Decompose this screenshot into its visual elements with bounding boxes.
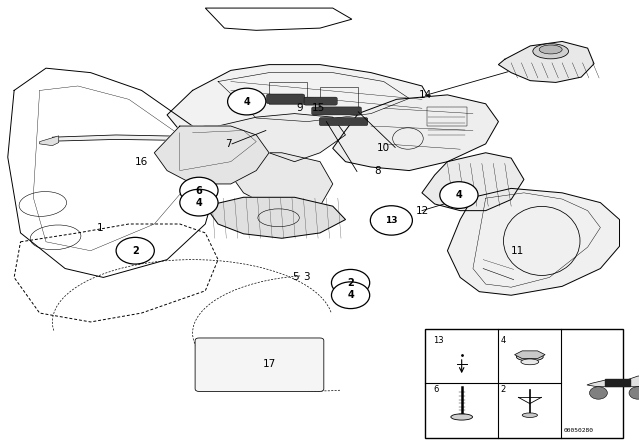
Polygon shape [447, 188, 620, 295]
Text: 7: 7 [225, 139, 232, 149]
Circle shape [589, 387, 607, 399]
Bar [425, 329, 623, 438]
Text: 4: 4 [456, 190, 462, 200]
Circle shape [371, 206, 412, 235]
FancyBboxPatch shape [319, 117, 368, 125]
Polygon shape [167, 65, 435, 135]
Text: 15: 15 [312, 103, 325, 113]
Polygon shape [333, 95, 499, 171]
Circle shape [440, 182, 478, 208]
Polygon shape [587, 376, 640, 387]
Bar [320, 87, 358, 108]
Text: 4: 4 [348, 290, 354, 300]
Text: 9: 9 [296, 103, 303, 113]
Text: 13: 13 [385, 216, 397, 225]
Text: 11: 11 [511, 246, 524, 256]
Text: 13: 13 [433, 336, 444, 345]
Circle shape [180, 189, 218, 216]
FancyBboxPatch shape [304, 97, 337, 105]
Polygon shape [52, 135, 269, 145]
Text: 6: 6 [433, 385, 438, 394]
Text: 5: 5 [292, 272, 299, 282]
Polygon shape [422, 153, 524, 211]
Circle shape [332, 282, 370, 309]
Ellipse shape [522, 413, 538, 418]
Polygon shape [499, 42, 594, 82]
Ellipse shape [540, 45, 562, 54]
Polygon shape [205, 114, 346, 162]
Polygon shape [605, 379, 630, 386]
Polygon shape [40, 136, 59, 146]
Circle shape [332, 269, 370, 296]
Text: 4: 4 [196, 198, 202, 207]
Text: 1: 1 [97, 224, 104, 233]
Text: 8: 8 [374, 166, 381, 176]
Polygon shape [154, 126, 269, 184]
Ellipse shape [533, 44, 568, 59]
Text: 10: 10 [377, 143, 390, 153]
Circle shape [629, 387, 640, 399]
Text: 14: 14 [419, 90, 432, 100]
Text: 2: 2 [348, 278, 354, 288]
Text: 16: 16 [135, 157, 148, 167]
Text: 12: 12 [415, 206, 429, 215]
FancyBboxPatch shape [195, 338, 324, 392]
Bar [269, 82, 307, 104]
Text: 4: 4 [243, 97, 250, 107]
Polygon shape [231, 153, 333, 215]
Polygon shape [205, 197, 346, 238]
Text: 4: 4 [500, 336, 506, 345]
Circle shape [228, 88, 266, 115]
Text: 2: 2 [132, 246, 139, 256]
FancyBboxPatch shape [312, 107, 362, 115]
Ellipse shape [521, 359, 539, 365]
Bar [427, 108, 467, 126]
Ellipse shape [516, 353, 543, 361]
Polygon shape [515, 351, 545, 358]
Text: 2: 2 [500, 385, 506, 394]
FancyBboxPatch shape [266, 94, 305, 104]
Circle shape [116, 237, 154, 264]
Text: 17: 17 [262, 359, 276, 369]
Text: 00050280: 00050280 [563, 428, 593, 433]
Ellipse shape [451, 414, 472, 420]
Text: 3: 3 [303, 272, 309, 282]
Text: 6: 6 [196, 185, 202, 196]
Circle shape [180, 177, 218, 204]
